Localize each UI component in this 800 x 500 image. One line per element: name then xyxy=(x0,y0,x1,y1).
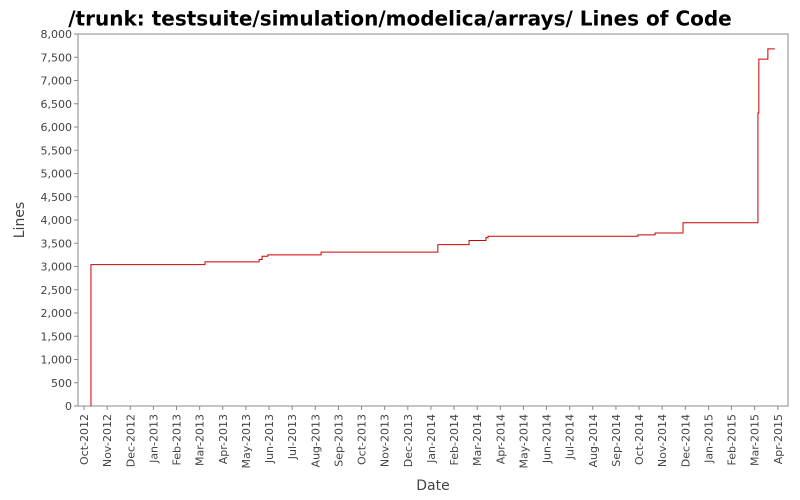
y-tick-label: 3,500 xyxy=(41,237,73,250)
y-tick-label: 5,500 xyxy=(41,144,73,157)
x-tick-label: Oct-2013 xyxy=(356,414,369,465)
x-axis-label: Date xyxy=(416,478,449,494)
y-tick-label: 0 xyxy=(65,400,72,413)
y-tick-label: 7,000 xyxy=(41,75,73,88)
y-tick-label: 1,000 xyxy=(41,354,73,367)
y-tick-label: 500 xyxy=(51,377,72,390)
x-tick-label: Nov-2012 xyxy=(101,414,114,467)
x-tick-label: Jan-2014 xyxy=(425,414,438,464)
y-tick-label: 8,000 xyxy=(41,28,73,41)
x-tick-label: Mar-2013 xyxy=(194,414,207,466)
x-tick-label: Oct-2014 xyxy=(633,414,646,465)
line xyxy=(90,48,775,406)
y-tick-label: 2,000 xyxy=(41,307,73,320)
chart-title: /trunk: testsuite/simulation/modelica/ar… xyxy=(68,7,732,31)
x-tick-label: Nov-2013 xyxy=(379,414,392,467)
x-tick-label: Jul-2013 xyxy=(286,414,299,460)
x-tick-label: Feb-2013 xyxy=(171,414,184,465)
x-tick-label: Jan-2013 xyxy=(147,414,160,464)
x-tick-label: Apr-2015 xyxy=(772,414,785,464)
x-tick-label: Jul-2014 xyxy=(564,414,577,460)
y-tick-label: 1,500 xyxy=(41,330,73,343)
x-tick-label: Sep-2013 xyxy=(332,414,345,467)
x-tick-label: Apr-2013 xyxy=(217,414,230,464)
y-tick-label: 4,000 xyxy=(41,214,73,227)
x-tick-label: Feb-2015 xyxy=(726,414,739,465)
x-tick-label: Dec-2012 xyxy=(124,414,137,467)
x-tick-label: Dec-2014 xyxy=(679,414,692,467)
x-tick-label: Sep-2014 xyxy=(610,414,623,467)
y-tick-label: 2,500 xyxy=(41,284,73,297)
x-tick-label: May-2014 xyxy=(517,414,530,469)
x-tick-label: Nov-2014 xyxy=(656,414,669,467)
x-tick-label: Aug-2014 xyxy=(587,414,600,467)
x-tick-label: Feb-2014 xyxy=(448,414,461,465)
x-tick-label: May-2013 xyxy=(240,414,253,469)
x-tick-label: Apr-2014 xyxy=(494,414,507,464)
x-tick-label: Jan-2015 xyxy=(702,414,715,464)
y-tick-label: 7,500 xyxy=(41,51,73,64)
y-tick-label: 5,000 xyxy=(41,168,73,181)
x-tick-label: Mar-2014 xyxy=(471,414,484,466)
y-axis-label: Lines xyxy=(12,202,28,238)
x-tick-label: Jun-2013 xyxy=(263,414,276,464)
plot-area xyxy=(77,33,789,407)
x-tick-label: Dec-2013 xyxy=(402,414,415,467)
x-tick-label: Jun-2014 xyxy=(541,414,554,464)
y-tick-label: 3,000 xyxy=(41,261,73,274)
x-tick-label: Oct-2012 xyxy=(78,414,91,465)
x-tick-label: Aug-2013 xyxy=(309,414,322,467)
y-tick-label: 6,000 xyxy=(41,121,73,134)
x-tick-label: Mar-2015 xyxy=(749,414,762,466)
y-tick-label: 6,500 xyxy=(41,98,73,111)
y-tick-label: 4,500 xyxy=(41,191,73,204)
